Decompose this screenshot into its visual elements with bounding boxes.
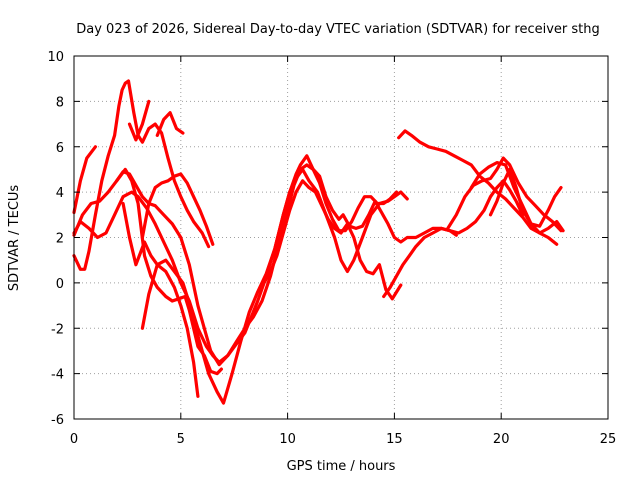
data-traces <box>72 79 565 405</box>
y-tick-label: -2 <box>51 322 64 337</box>
y-axis-label: SDTVAR / TECUs <box>7 185 22 292</box>
axis-ticks: 0 5 10 15 20 25 -6 -4 -2 0 2 4 6 8 10 <box>47 50 616 447</box>
series-arc-15 <box>469 161 565 235</box>
y-tick-label: 10 <box>47 50 64 65</box>
series-arc-1 <box>72 145 98 215</box>
y-tick-label: -4 <box>51 368 64 383</box>
x-tick-label: 0 <box>70 432 78 447</box>
series-arc-5 <box>72 167 223 376</box>
y-tick-label: -6 <box>51 413 64 428</box>
series-arc-8 <box>140 172 215 246</box>
series-arc-7 <box>115 163 399 367</box>
x-tick-label: 15 <box>386 432 403 447</box>
y-tick-label: 8 <box>56 95 64 110</box>
chart-title: Day 023 of 2026, Sidereal Day-to-day VTE… <box>76 22 600 37</box>
series-arc-14 <box>446 156 563 233</box>
series-arc-16 <box>488 167 563 228</box>
y-tick-label: 4 <box>56 186 64 201</box>
series-arc-6 <box>72 179 403 364</box>
series-arc-3 <box>127 99 151 142</box>
series-arc-2 <box>72 79 211 271</box>
y-tick-label: 0 <box>56 277 64 292</box>
gridlines <box>74 56 608 419</box>
y-tick-label: 2 <box>56 232 64 247</box>
x-axis-label: GPS time / hours <box>287 459 396 474</box>
x-tick-label: 25 <box>600 432 617 447</box>
x-tick-label: 10 <box>279 432 296 447</box>
x-tick-label: 20 <box>493 432 510 447</box>
x-tick-label: 5 <box>177 432 185 447</box>
series-arc-4 <box>155 111 185 137</box>
series-arc-11 <box>264 154 458 278</box>
y-tick-label: 6 <box>56 141 64 156</box>
series-arc-13 <box>397 129 559 246</box>
